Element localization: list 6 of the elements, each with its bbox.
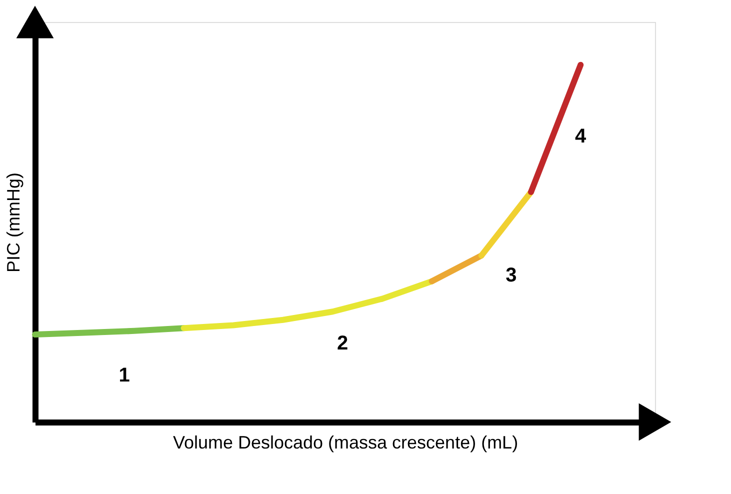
y-axis-title: PIC (mmHg) xyxy=(4,172,24,272)
annotation: 2 xyxy=(336,332,348,354)
annotation: 3 xyxy=(506,264,517,287)
annotation: 1 xyxy=(118,364,130,387)
annotation: 4 xyxy=(575,125,588,148)
x-axis-title: Volume Deslocado (massa crescente) (mL) xyxy=(172,432,518,452)
